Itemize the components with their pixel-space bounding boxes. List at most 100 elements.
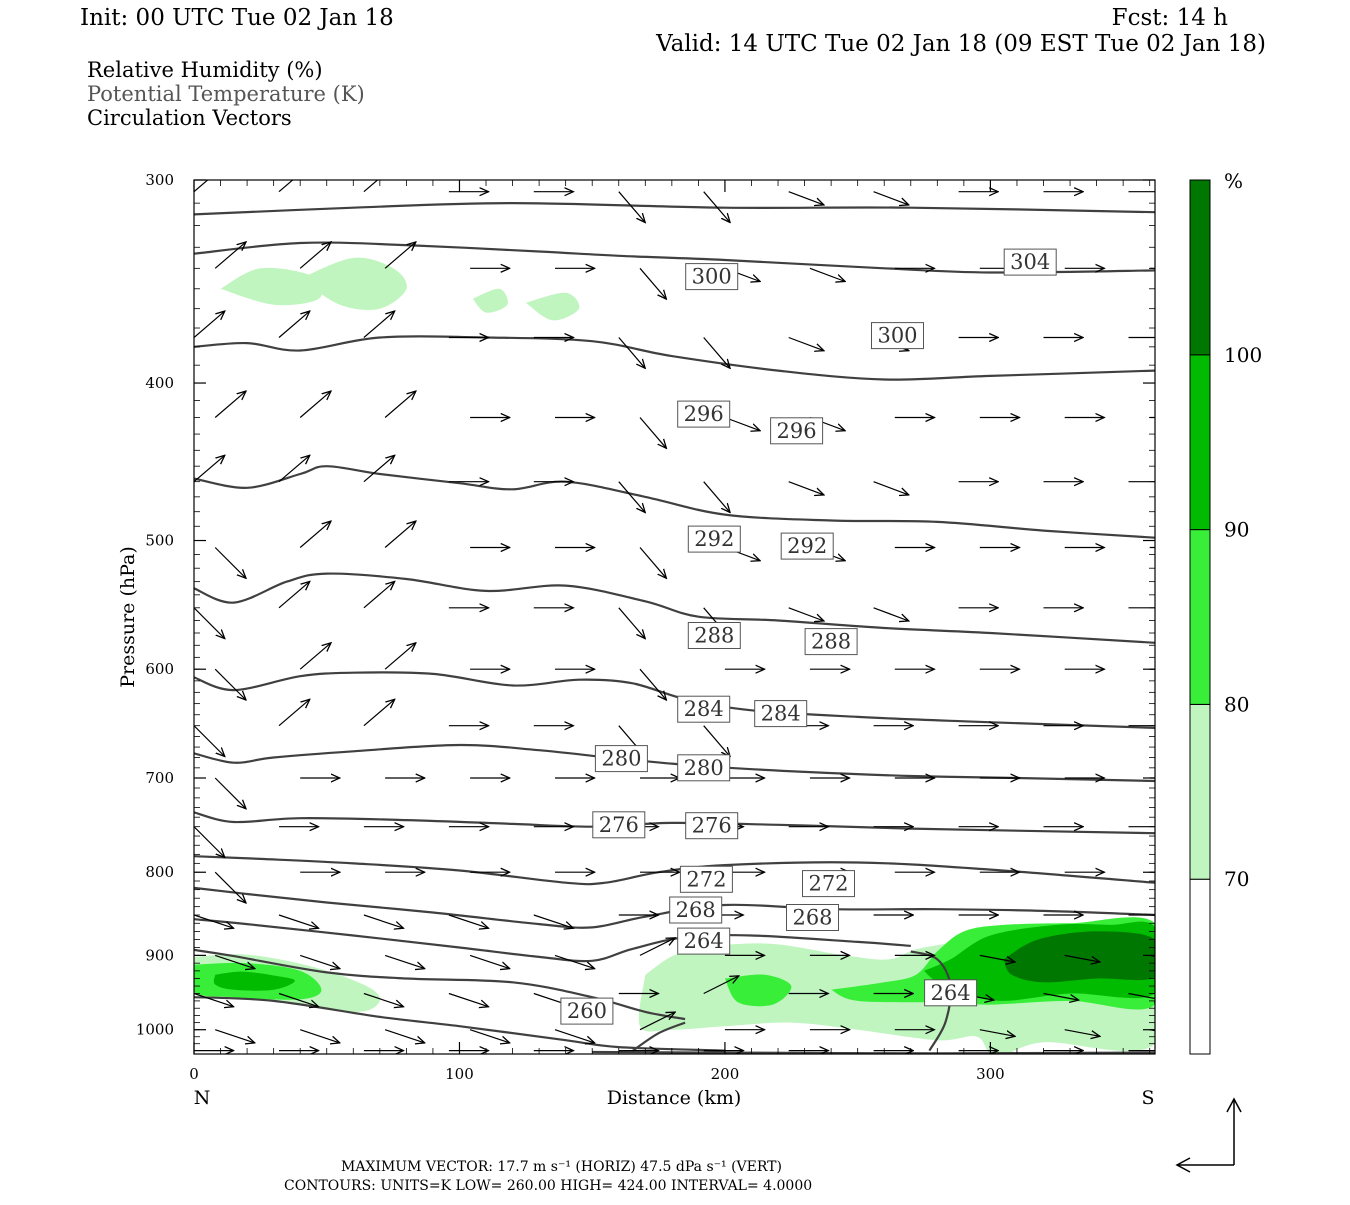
plot-frame <box>193 179 1156 1055</box>
rh-region-70-6 <box>525 292 580 321</box>
footer-max-vector: MAXIMUM VECTOR: 17.7 m s⁻¹ (HORIZ) 47.5 … <box>341 1159 782 1175</box>
x-end-label-south: S <box>1141 1087 1154 1109</box>
vector-arrow <box>788 191 824 205</box>
contour-label-text: 280 <box>684 756 724 780</box>
vector-arrow <box>639 668 666 700</box>
x-axis-label: Distance (km) <box>607 1087 742 1109</box>
vector-arrow <box>278 311 310 338</box>
theta-contour-260-15 <box>592 1050 1155 1054</box>
contour-label-box <box>594 745 648 773</box>
vector-arrow <box>448 914 489 928</box>
y-tick-label: 800 <box>145 863 174 881</box>
contour-label-box <box>679 865 733 893</box>
vector-arrow <box>639 1012 675 1031</box>
vector-arrow <box>384 643 416 670</box>
vector-arrow <box>363 180 379 193</box>
contour-label-304: 304 <box>1003 248 1057 276</box>
contour-label-280: 280 <box>677 754 731 782</box>
vector-arrow <box>300 1029 340 1043</box>
colorbar-segment <box>1189 878 1211 1055</box>
vector-arrow <box>215 954 255 968</box>
vector-arrow <box>554 954 595 968</box>
contour-label-text: 272 <box>686 867 726 891</box>
init-time: Init: 00 UTC Tue 02 Jan 18 <box>80 5 394 31</box>
rh-region-70-3 <box>220 267 323 306</box>
vector-arrow <box>639 417 666 449</box>
theta-contour-276-8 <box>194 855 1155 886</box>
theta-contour-264-13 <box>631 1021 686 1053</box>
contour-label-box <box>677 927 731 955</box>
contour-label-box <box>770 417 824 445</box>
contour-label-box <box>786 904 839 931</box>
y-tick-label: 300 <box>145 171 174 189</box>
theta-contour-296-3 <box>194 465 1155 539</box>
vector-arrow <box>533 914 574 928</box>
vector-arrow <box>278 180 294 193</box>
vector-arrow <box>214 777 246 809</box>
contour-label-text: 288 <box>694 624 734 648</box>
contour-label-text: 264 <box>931 981 971 1005</box>
vector-arrow <box>194 725 225 757</box>
colorbar-unit: % <box>1224 169 1243 193</box>
rh-region-70-4 <box>300 257 407 310</box>
theta-contour-300-2 <box>194 335 1155 381</box>
theta-contour-260-12 <box>194 996 725 1052</box>
vector-arrow <box>194 455 225 483</box>
vector-arrow <box>278 581 310 609</box>
contour-label-box <box>687 525 741 553</box>
contour-labels: 300 300 304 296 296 292 292 288 288 284 284 280 280 2… <box>560 248 1057 1025</box>
contour-label-text: 276 <box>692 814 732 838</box>
vector-arrow <box>363 914 404 928</box>
vector-arrow <box>384 954 425 968</box>
vector-arrow <box>809 267 845 281</box>
contour-label-box <box>802 870 855 898</box>
y-axis-label: Pressure (hPa) <box>117 546 139 688</box>
x-tick-label: 300 <box>976 1065 1005 1083</box>
y-tick-label: 500 <box>145 532 174 550</box>
contour-label-box <box>685 263 739 291</box>
vector-arrow <box>1064 954 1100 962</box>
contour-label-text: 292 <box>787 534 827 558</box>
contour-label-box <box>871 322 924 350</box>
rh-shading <box>194 257 1155 1054</box>
vector-arrow <box>194 180 209 193</box>
contour-label-268: 268 <box>786 904 839 931</box>
colorbar: 70 80 90 100 <box>1189 179 1262 1055</box>
vector-arrow <box>214 871 246 903</box>
colorbar-segment <box>1189 179 1211 356</box>
vector-arrow <box>299 521 331 548</box>
contour-label-box <box>677 695 731 723</box>
vector-arrow <box>215 1029 255 1043</box>
vector-arrow <box>278 699 310 727</box>
theta-contours <box>194 201 1155 1054</box>
theta-contour-268-10 <box>194 918 911 963</box>
contour-label-288: 288 <box>687 622 741 649</box>
contour-label-text: 268 <box>792 906 832 930</box>
vector-arrow <box>873 481 909 495</box>
footer-contours: CONTOURS: UNITS=K LOW= 260.00 HIGH= 424.… <box>284 1178 812 1194</box>
vector-arrow <box>703 337 730 369</box>
contour-label-box <box>924 979 978 1007</box>
contour-label-260: 260 <box>560 997 614 1025</box>
contour-label-box <box>677 754 731 782</box>
colorbar-segment <box>1189 354 1211 531</box>
y-tick-label: 700 <box>145 769 174 787</box>
vector-arrow <box>299 391 331 418</box>
vector-arrow <box>788 336 824 351</box>
vector-arrow <box>979 954 1015 962</box>
vector-arrow <box>639 938 675 956</box>
contour-label-text: 276 <box>599 813 639 837</box>
contour-label-box <box>669 896 723 924</box>
contour-label-264: 264 <box>677 927 731 955</box>
colorbar-level-label: 100 <box>1224 343 1262 367</box>
vector-arrow <box>278 914 319 928</box>
vector-arrow <box>194 826 225 858</box>
contour-label-text: 304 <box>1010 250 1050 274</box>
vector-arrow <box>639 547 666 579</box>
contour-label-276: 276 <box>592 811 646 839</box>
vector-arrow <box>639 267 666 299</box>
contour-label-text: 296 <box>684 402 724 426</box>
vector-arrow <box>384 391 416 418</box>
x-tick-label: 100 <box>445 1065 474 1083</box>
contour-label-text: 260 <box>567 999 607 1023</box>
